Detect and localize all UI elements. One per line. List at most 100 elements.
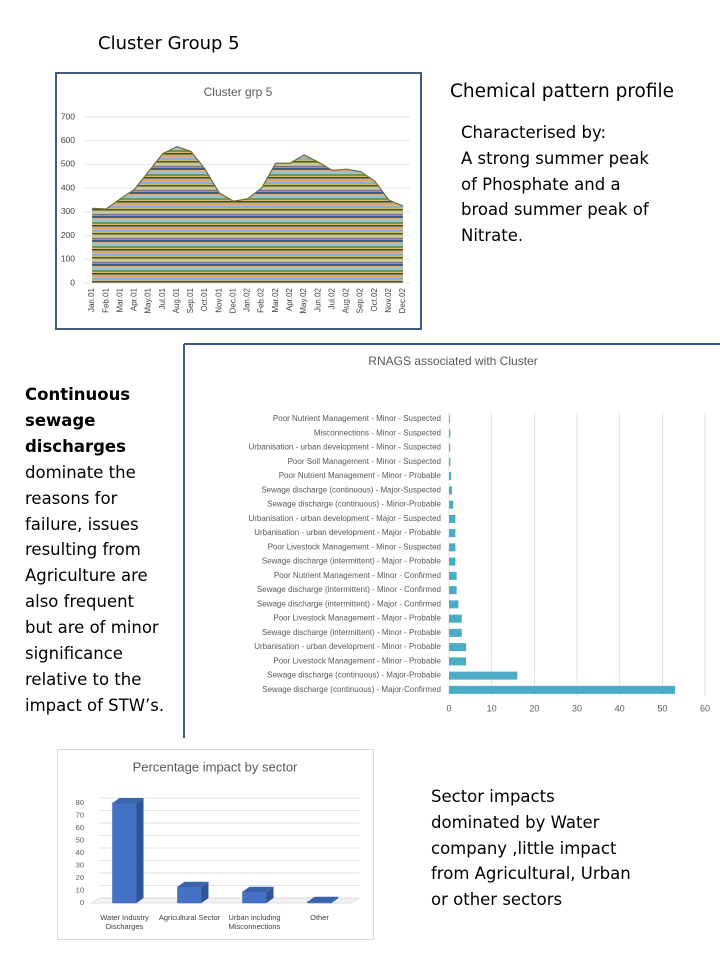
x-tick-label: 10 [487,703,497,713]
y-tick-label: 80 [76,798,84,807]
x-tick-label: Jun.02 [313,287,322,312]
x-tick-label: 20 [529,703,539,713]
y-tick-label: 0 [80,898,84,907]
text-line: dominated by Water [431,812,600,832]
text-line: Agriculture are [25,566,148,586]
y-tick-label: 400 [61,182,75,192]
text-line-bold: discharges [25,436,126,456]
bar-top [307,896,339,902]
text-line: A strong summer peak [461,148,649,168]
chart-title: RNAGS associated with Cluster [368,354,537,368]
y-tick-label: 20 [76,873,84,882]
x-tick-label: 0 [446,703,451,713]
text-line: Nitrate. [461,226,524,246]
x-tick-label: Aug.02 [342,287,351,313]
x-tick-label: Water Industry Discharges [100,913,149,931]
x-tick-label: Sep.01 [186,287,195,313]
y-tick-label: 600 [61,135,75,145]
bar [449,571,457,580]
text-line: Sector impacts [431,787,555,806]
bar [449,557,456,566]
page-title: Cluster Group 5 [98,33,240,54]
y-tick-label: Urbanisation - urban development - Minor… [254,642,441,651]
x-tick-label: Jan.02 [243,287,252,312]
bar-top [242,886,274,892]
bar-side [201,881,209,903]
y-tick-label: Sewage discharge (continuous) - Minor-Pr… [267,500,441,509]
x-tick-label: Nov.01 [214,287,223,312]
text-line: but are of minor [25,618,159,638]
y-tick-label: 700 [61,111,75,121]
bar [449,586,457,595]
x-tick-label: Agricultural Sector [158,913,221,922]
bar-top [177,881,209,887]
profile-text: Characterised by: A strong summer peak of … [461,120,649,249]
bar [112,802,137,904]
chart-sector: Percentage impact by sector 0 10 20 30 40 50 6… [57,749,374,940]
bar [449,429,451,438]
text-line-bold: sewage [25,410,96,430]
y-tick-label: 500 [61,159,75,169]
y-tick-label: Sewage discharge (intermittent) - Minor … [262,628,442,637]
y-tick-label: Urbanisation - urban development - Major… [248,514,441,523]
text-line: impact of STW’s. [25,695,165,715]
chart-frame [57,749,374,940]
bar-side [331,896,339,903]
x-tick-label: 40 [615,703,625,713]
bar [449,543,456,552]
bar [449,486,452,495]
x-tick-label: 50 [657,703,667,713]
y-tick-label: 100 [61,254,75,264]
bar [449,415,450,424]
chart-title: Cluster grp 5 [204,85,273,99]
x-tick-label: Apr.02 [285,287,294,311]
text-line-bold: Continuous [25,385,131,404]
text-line: or other sectors [431,890,563,910]
x-tick-label: Jul.02 [327,287,336,309]
area [92,146,403,283]
text-line: of Phosphate and a [461,174,621,194]
x-tick-label: 30 [572,703,582,713]
text-line: dominate the [25,462,136,482]
text-line: company ,little impact [431,838,617,858]
bar [242,891,267,904]
text-line: resulting from [25,540,141,560]
y-tick-label: 60 [76,823,84,832]
x-tick-label: Jan.01 [87,287,96,312]
text-line: broad summer peak of [461,200,649,220]
y-tick-label: Sewage discharge (intermittent) - Major … [262,557,442,566]
chart-rnags: RNAGS associated with Cluster 0 10 20 30 40 5… [183,343,720,738]
bar-top [112,798,144,803]
y-tick-label: 70 [76,810,84,819]
y-tick-label: Poor Livestock Management - Minor - Prob… [273,656,441,665]
y-tick-label: Poor Soil Management - Minor - Suspected [288,457,441,466]
bar [449,643,467,652]
x-tick-label: Oct.01 [200,287,209,311]
y-tick-label: Sewage discharge (intermittent) - Minor … [257,585,441,594]
y-tick-label: 30 [76,860,84,869]
x-tick-label: Feb.01 [101,287,110,312]
y-tick-label: Urbanisation - urban development - Major… [254,528,441,537]
chart-title: Percentage impact by sector [133,759,298,774]
y-tick-label: 40 [76,848,84,857]
x-tick-label: 60 [700,703,710,713]
y-tick-label: Poor Livestock Management - Minor - Susp… [268,542,441,551]
x-tick-label: Oct.02 [370,287,379,311]
y-tick-label: Sewage discharge (continuous) - Major-Co… [262,685,441,694]
y-tick-label: Sewage discharge (intermittent) - Major … [257,599,441,608]
y-tick-label: Sewage discharge (continuous) - Major-Pr… [267,671,441,680]
y-tick-label: 50 [76,835,84,844]
area-outline [92,145,404,210]
x-tick-label: May.01 [144,287,153,313]
bar [449,514,456,523]
x-tick-label: Urban including Misconnections [228,913,281,931]
text-line: significance [25,644,123,664]
bar [449,472,452,481]
y-tick-label: Urbanisation - urban development - Minor… [248,443,441,452]
y-tick-label: Poor Livestock Management - Major - Prob… [273,614,441,623]
bar [449,614,462,623]
text-line: also frequent [25,592,135,612]
bar [449,685,676,694]
x-tick-label: Sep.02 [356,287,365,313]
y-tick-label: Poor Nutrient Management - Minor - Confi… [274,571,441,580]
